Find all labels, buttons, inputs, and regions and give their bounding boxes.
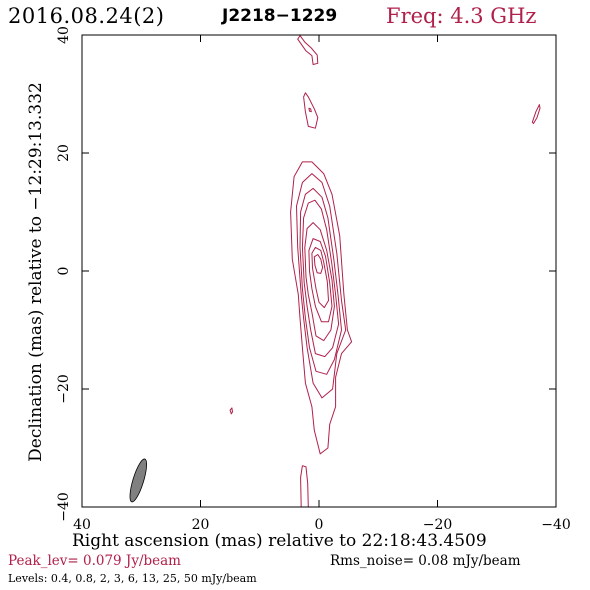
contour-levels: Levels: 0.4, 0.8, 2, 3, 6, 13, 25, 50 mJ… <box>8 572 257 585</box>
axis-tick-labels: 40 20 0 −20 −40 −40 −20 0 20 40 <box>56 26 571 533</box>
x-tick-label: −40 <box>541 517 571 533</box>
contour-6 <box>311 246 329 309</box>
contour-10 <box>308 107 312 113</box>
contour-8 <box>297 35 319 65</box>
x-axis-label: Right ascension (mas) relative to 22:18:… <box>72 531 487 551</box>
axis-ticks <box>81 34 557 508</box>
contour-7 <box>313 254 324 274</box>
peak-level: Peak_lev= 0.079 Jy/beam <box>8 553 181 569</box>
contour-3 <box>301 199 340 358</box>
beam-ellipse-group <box>129 458 147 503</box>
contour-4 <box>304 222 335 342</box>
contour-1 <box>296 173 347 399</box>
contour-5 <box>308 238 333 323</box>
x-tick-label: 20 <box>192 517 210 533</box>
y-tick-label: −20 <box>56 374 72 404</box>
contour-11 <box>531 104 541 124</box>
contour-lines <box>229 35 541 508</box>
source-name: J2218−1229 <box>222 6 338 26</box>
contour-12 <box>300 465 309 508</box>
contour-13 <box>229 407 233 415</box>
y-axis-label: Declination (mas) relative to −12:29:13.… <box>26 82 46 462</box>
frequency-label: Freq: 4.3 GHz <box>386 4 537 28</box>
contour-9 <box>303 92 319 129</box>
y-tick-label: 20 <box>56 144 72 162</box>
y-tick-label: −40 <box>56 492 72 522</box>
contour-0 <box>290 161 353 455</box>
x-tick-label: 40 <box>73 517 91 533</box>
beam-ellipse <box>129 458 147 503</box>
rms-noise: Rms_noise= 0.08 mJy/beam <box>330 553 521 569</box>
x-tick-label: −20 <box>423 517 453 533</box>
contour-2 <box>299 187 342 375</box>
plot-frame <box>81 34 557 508</box>
y-tick-label: 40 <box>56 26 72 44</box>
observation-date: 2016.08.24(2) <box>8 4 165 28</box>
y-tick-label: 0 <box>56 267 72 276</box>
x-tick-label: 0 <box>315 517 324 533</box>
